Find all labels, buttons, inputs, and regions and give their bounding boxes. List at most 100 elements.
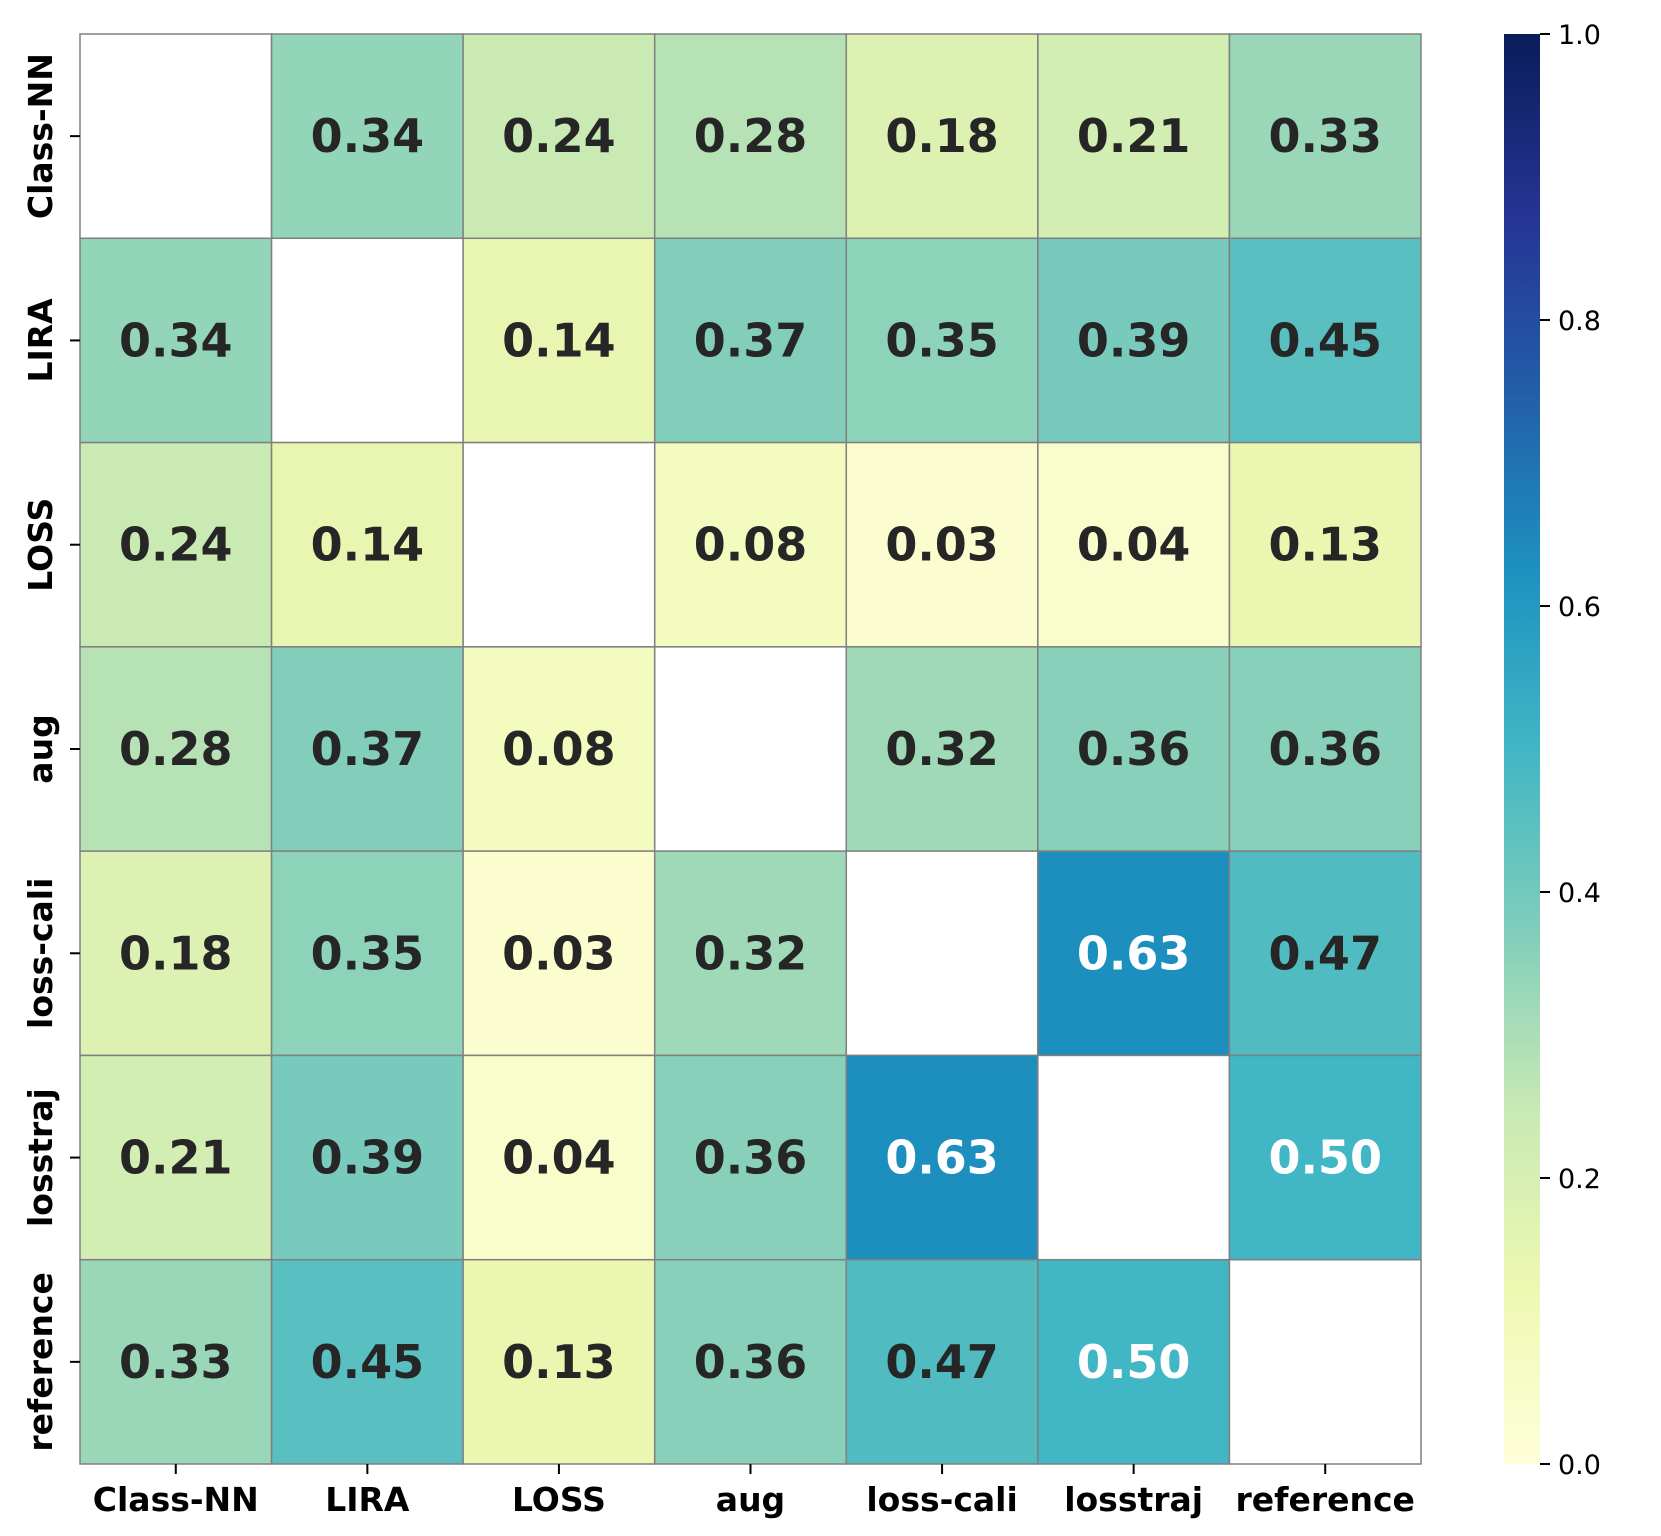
cell-value-label: 0.50 xyxy=(1077,1335,1191,1389)
heatmap-cell-0-3 xyxy=(653,33,848,240)
x-tick-label: loss-cali xyxy=(866,1480,1017,1519)
heatmap-cell-4-3 xyxy=(653,850,848,1057)
y-tick-label: loss-cali xyxy=(21,878,60,1029)
heatmap-cell-0-2 xyxy=(462,33,656,240)
heatmap-cell-0-6 xyxy=(1228,33,1422,240)
cell-value-label: 0.24 xyxy=(502,109,616,163)
heatmap-cell-4-5 xyxy=(1037,850,1231,1057)
x-axis: Class-NN LIRA LOSS aug loss-cali losstraj refe… xyxy=(93,1464,1415,1519)
colorbar-tick-label: 0.2 xyxy=(1558,1164,1601,1195)
heatmap-cell-2-6 xyxy=(1228,441,1422,648)
heatmap-cell-4-4 xyxy=(845,850,1039,1057)
heatmap-cell-1-2 xyxy=(462,237,656,444)
heatmap-cell-6-6 xyxy=(1228,1258,1422,1465)
heatmap-cell-0-5 xyxy=(1037,33,1231,240)
colorbar-tick-label: 0.8 xyxy=(1558,306,1601,337)
y-tick-label: Class-NN xyxy=(21,53,60,219)
y-tick-label: aug xyxy=(21,714,60,783)
cell-value-label: 0.03 xyxy=(885,518,999,572)
heatmap-cell-6-5 xyxy=(1037,1258,1231,1465)
heatmap-cell-5-4 xyxy=(845,1054,1039,1261)
cell-value-label: 0.21 xyxy=(119,1131,233,1185)
heatmap-cell-6-0 xyxy=(79,1258,273,1465)
heatmap-cell-3-1 xyxy=(270,646,464,852)
heatmap-cell-5-6 xyxy=(1228,1054,1422,1261)
cell-value-label: 0.39 xyxy=(1077,313,1191,367)
heatmap-cell-0-4 xyxy=(845,33,1039,240)
heatmap-cell-2-3 xyxy=(653,441,848,648)
cell-value-label: 0.36 xyxy=(694,1335,808,1389)
heatmap-cells xyxy=(79,33,1422,1465)
heatmap-cell-4-0 xyxy=(79,850,273,1057)
heatmap-cell-5-0 xyxy=(79,1054,273,1261)
heatmap-cell-5-5 xyxy=(1037,1054,1231,1261)
cell-value-label: 0.37 xyxy=(311,722,425,776)
cell-value-label: 0.08 xyxy=(694,518,808,572)
cell-value-label: 0.14 xyxy=(502,313,616,367)
cell-value-label: 0.32 xyxy=(694,926,808,980)
colorbar: 0.0 0.2 0.4 0.6 0.8 1.0 xyxy=(1504,20,1601,1481)
x-tick-label: LOSS xyxy=(512,1480,606,1519)
heatmap-cell-2-4 xyxy=(845,441,1039,648)
cell-value-label: 0.24 xyxy=(119,518,233,572)
cell-value-label: 0.36 xyxy=(1077,722,1191,776)
heatmap-cell-0-0 xyxy=(79,33,273,240)
cell-value-label: 0.08 xyxy=(502,722,616,776)
cell-value-label: 0.13 xyxy=(502,1335,616,1389)
cell-value-label: 0.45 xyxy=(311,1335,425,1389)
cell-value-label: 0.50 xyxy=(1268,1131,1382,1185)
heatmap-cell-3-4 xyxy=(845,646,1039,852)
heatmap-cell-3-3 xyxy=(653,646,848,852)
heatmap-cell-0-1 xyxy=(270,33,464,240)
cell-value-label: 0.47 xyxy=(1268,926,1382,980)
cell-value-label: 0.28 xyxy=(119,722,233,776)
y-tick-label: LIRA xyxy=(21,298,60,383)
colorbar-tick-label: 0.6 xyxy=(1558,592,1601,623)
cell-value-label: 0.37 xyxy=(694,313,808,367)
cell-value-label: 0.36 xyxy=(694,1131,808,1185)
cell-value-label: 0.32 xyxy=(885,722,999,776)
heatmap-cell-2-5 xyxy=(1037,441,1231,648)
heatmap-cell-6-2 xyxy=(462,1258,656,1465)
heatmap-cell-3-5 xyxy=(1037,646,1231,852)
heatmap-cell-4-6 xyxy=(1228,850,1422,1057)
colorbar-tick-label: 0.4 xyxy=(1558,878,1601,909)
cell-value-label: 0.14 xyxy=(311,518,425,572)
heatmap-cell-1-6 xyxy=(1228,237,1422,444)
cell-value-label: 0.04 xyxy=(502,1131,616,1185)
cell-value-label: 0.18 xyxy=(885,109,999,163)
y-tick-label: reference xyxy=(21,1272,60,1452)
heatmap-cell-2-0 xyxy=(79,441,273,648)
y-tick-label: LOSS xyxy=(21,498,60,592)
heatmap-cell-3-6 xyxy=(1228,646,1422,852)
heatmap-cell-labels: 0.34 0.24 0.28 0.18 0.21 0.33 0.34 0.14 0.37 0.35… xyxy=(119,109,1382,1389)
cell-value-label: 0.34 xyxy=(119,313,233,367)
y-tick-label: losstraj xyxy=(21,1088,60,1227)
x-tick-label: Class-NN xyxy=(93,1480,259,1519)
cell-value-label: 0.36 xyxy=(1268,722,1382,776)
heatmap-cell-1-1 xyxy=(270,237,464,444)
cell-value-label: 0.47 xyxy=(885,1335,999,1389)
cell-value-label: 0.35 xyxy=(885,313,999,367)
x-tick-label: losstraj xyxy=(1064,1480,1203,1519)
cell-value-label: 0.18 xyxy=(119,926,233,980)
cell-value-label: 0.04 xyxy=(1077,518,1191,572)
heatmap-cell-6-3 xyxy=(653,1258,848,1465)
heatmap-cell-6-1 xyxy=(270,1258,464,1465)
colorbar-tick-label: 0.0 xyxy=(1558,1450,1601,1481)
colorbar-tick-label: 1.0 xyxy=(1558,20,1601,51)
colorbar-gradient xyxy=(1504,34,1540,1464)
y-axis: Class-NN LIRA LOSS aug loss-cali losstraj refe… xyxy=(21,53,80,1452)
heatmap-cell-2-2 xyxy=(462,441,656,648)
heatmap-cell-1-4 xyxy=(845,237,1039,444)
cell-value-label: 0.21 xyxy=(1077,109,1191,163)
x-tick-label: aug xyxy=(716,1480,785,1519)
cell-value-label: 0.13 xyxy=(1268,518,1382,572)
cell-value-label: 0.39 xyxy=(311,1131,425,1185)
cell-value-label: 0.63 xyxy=(1077,926,1191,980)
cell-value-label: 0.33 xyxy=(1268,109,1382,163)
x-tick-label: LIRA xyxy=(325,1480,410,1519)
cell-value-label: 0.03 xyxy=(502,926,616,980)
heatmap-cell-3-2 xyxy=(462,646,656,852)
